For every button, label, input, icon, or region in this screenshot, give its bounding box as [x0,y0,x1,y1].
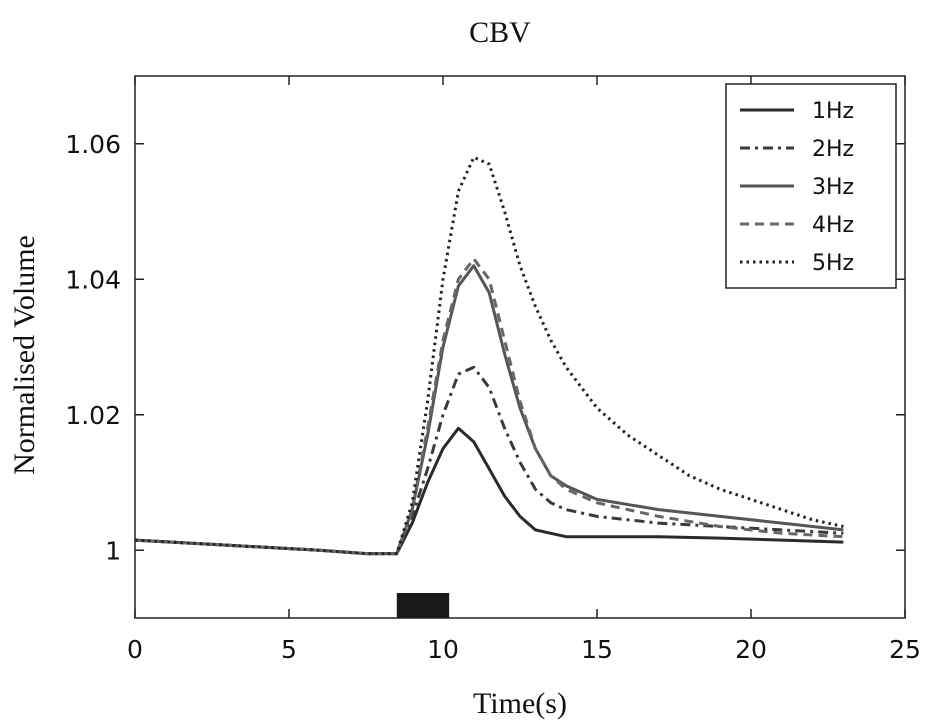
series-line-4hz [134,257,844,556]
plot-frame [134,75,906,619]
series-layer [134,155,844,556]
series-line-5hz [134,155,844,556]
legend-label: 5Hz [812,251,854,276]
y-tick-label: 1 [105,536,121,565]
y-tick-label: 1.02 [65,401,121,430]
y-axis-label: Normalised Volume [8,235,41,475]
x-tick-label: 20 [735,635,767,664]
x-axis-ticks: 0 5 10 15 20 25 [127,76,921,664]
series-line-2hz [134,365,844,556]
chart-title: CBV [469,16,531,49]
series-line-1hz [134,426,844,556]
x-tick-label: 10 [427,635,459,664]
y-axis-ticks: 1 1.02 1.04 1.06 [65,130,905,565]
legend-label: 1Hz [812,99,854,124]
legend-label: 2Hz [812,137,854,162]
legend-label: 3Hz [812,175,854,200]
legend-label: 4Hz [812,213,854,238]
legend: 1Hz 2Hz 3Hz 4Hz 5Hz [725,83,897,289]
y-tick-label: 1.04 [65,265,121,294]
stimulus-bar [396,593,450,618]
series-line-3hz [134,264,844,556]
x-tick-label: 25 [889,635,921,664]
x-tick-label: 0 [127,635,143,664]
x-tick-label: 15 [581,635,613,664]
y-tick-label: 1.06 [65,130,121,159]
x-tick-label: 5 [281,635,297,664]
x-axis-label: Time(s) [473,687,567,720]
